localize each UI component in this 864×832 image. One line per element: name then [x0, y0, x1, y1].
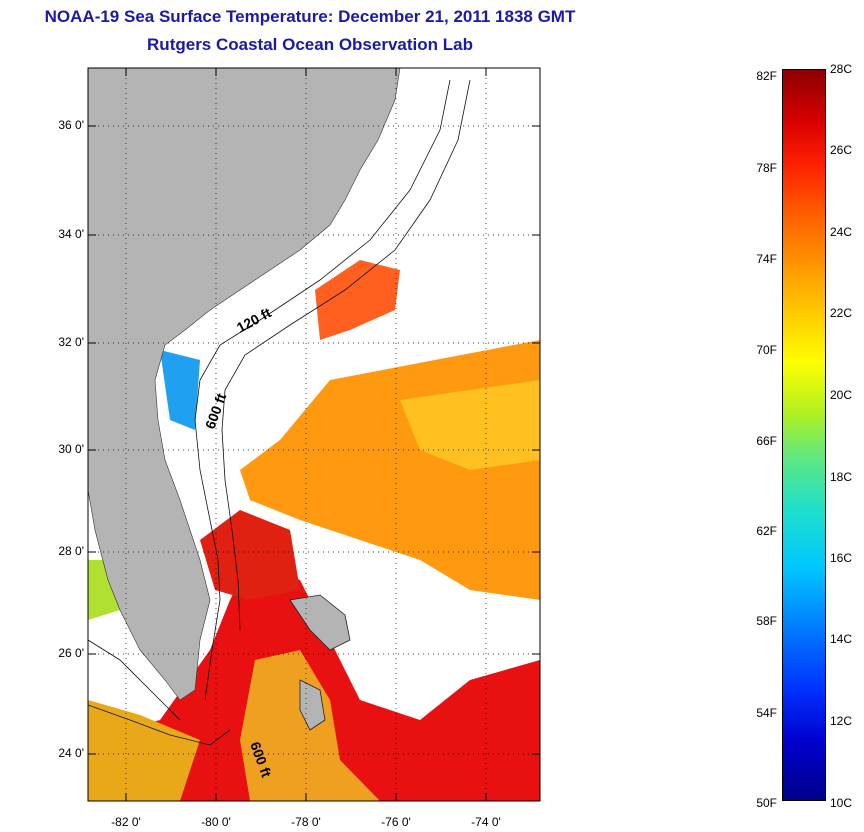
lat-label-24: 24 0' [58, 746, 84, 760]
colorbar-f-50: 50F [756, 796, 777, 810]
colorbar-f-66: 66F [756, 434, 777, 448]
sst-gold-region [400, 380, 540, 470]
lat-label-28: 28 0' [58, 544, 84, 558]
graticule [88, 68, 540, 801]
colorbar-f-70: 70F [756, 343, 777, 357]
sst-mixed-patch [315, 260, 400, 340]
temperature-colorbar [782, 69, 826, 801]
colorbar-c-18: 18C [830, 470, 853, 484]
colorbar-c-28: 28C [830, 62, 853, 76]
contour-gulf-2 [88, 639, 181, 721]
contour-600ft [221, 79, 471, 631]
map-frame [87, 67, 541, 802]
lat-label-34: 34 0' [58, 227, 84, 241]
lat-label-30: 30 0' [58, 442, 84, 456]
colorbar-f-78: 78F [756, 161, 777, 175]
land-bahamas [289, 594, 351, 651]
colorbar-f-74: 74F [756, 252, 777, 266]
colorbar-c-14: 14C [830, 632, 853, 646]
lon-label-78: -78 0' [291, 815, 321, 829]
colorbar-c-22: 22C [830, 306, 853, 320]
lon-label-80: -80 0' [201, 815, 231, 829]
colorbar-c-12: 12C [830, 714, 853, 728]
colorbar-c-16: 16C [830, 551, 853, 565]
colorbar-f-62: 62F [756, 524, 777, 538]
land-bahamas-south [299, 679, 326, 731]
colorbar-f-54: 54F [756, 706, 777, 720]
land-us-coast [88, 68, 401, 701]
lat-label-26: 26 0' [58, 646, 84, 660]
colorbar-c-10: 10C [830, 796, 853, 810]
lon-label-82: -82 0' [111, 815, 141, 829]
map-subtitle: Rutgers Coastal Ocean Observation Lab [147, 35, 473, 54]
lat-label-36: 36 0' [58, 118, 84, 132]
colorbar-c-26: 26C [830, 143, 853, 157]
colorbar-c-24: 24C [830, 225, 853, 239]
colorbar-f-58: 58F [756, 614, 777, 628]
contour-120ft [194, 79, 451, 701]
contour-gulf [88, 704, 231, 746]
sst-red-patch [200, 510, 300, 600]
lon-label-76: -76 0' [381, 815, 411, 829]
colorbar-f-82: 82F [756, 69, 777, 83]
lon-label-74: -74 0' [471, 815, 501, 829]
axis-ticks [88, 68, 540, 801]
sst-cool-patch [160, 350, 200, 430]
lat-label-32: 32 0' [58, 335, 84, 349]
colorbar-c-20: 20C [830, 388, 853, 402]
map-title: NOAA-19 Sea Surface Temperature: Decembe… [44, 7, 576, 26]
sst-bahamas-gold [88, 700, 200, 801]
